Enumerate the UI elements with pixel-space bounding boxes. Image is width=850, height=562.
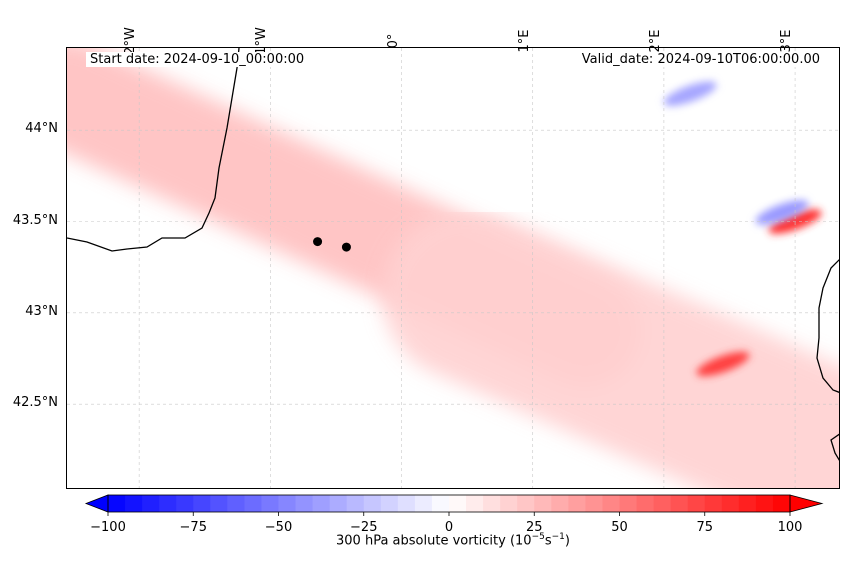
colorbar-segment [619,495,638,512]
colorbar-segment [363,495,382,512]
colorbar-segment [210,495,228,512]
colorbar-segment [738,495,757,512]
start-date-label: Start date: 2024-09-10_00:00:00 [86,52,309,67]
colorbar-segment [159,495,177,512]
colorbar-segment [704,495,723,512]
colorbar-extend-low [84,494,109,513]
coastline-east [816,259,839,461]
colorbar-segment [193,495,211,512]
colorbar-tick-label: 0 [444,520,454,535]
colorbar-segment [483,495,501,512]
colorbar-segment [312,495,331,512]
map-plot-area [66,47,840,489]
colorbar-tick-label: −25 [350,520,378,535]
colorbar-segment [125,495,143,512]
vorticity-maximum [696,351,750,377]
colorbar-segment [278,495,297,512]
colorbar-tick-label: 25 [525,520,543,535]
lon-tick-label: 0° [385,33,401,49]
colorbar-segment [585,495,603,512]
vorticity-map [67,48,839,488]
vorticity-minimum [663,81,717,106]
location-marker [341,242,351,252]
colorbar-segment [602,495,620,512]
lon-tick-label: 3°E [779,29,795,53]
colorbar-tick-label: −75 [179,520,207,535]
lat-tick-label: 44°N [25,121,58,137]
lat-tick-label: 42.5°N [12,395,58,411]
colorbar-segment [551,495,569,512]
colorbar-segment [414,495,433,512]
valid-date-label: Valid_date: 2024-09-10T06:00:00.00 [577,52,824,67]
colorbar-segment [431,495,450,512]
colorbar-segment [772,495,791,512]
colorbar-segment [176,495,194,512]
colorbar-segment [261,495,279,512]
colorbar-tick-label: 100 [777,520,803,535]
colorbar-title: 300 hPa absolute vorticity (10−5s−1) [336,532,570,549]
colorbar-segment [534,495,552,512]
colorbar-segment [380,495,399,512]
colorbar-outline [107,494,791,513]
colorbar-segment [397,495,416,512]
colorbar-segment [227,495,245,512]
colorbar-segment [500,495,518,512]
colorbar-segment [449,495,467,512]
colorbar-tick-label: 50 [611,520,628,535]
lon-tick-label: 2°W [123,27,139,55]
colorbar-segment [653,495,672,512]
coastline-west [67,48,240,252]
lat-tick-label: 43°N [25,303,58,319]
colorbar-segment [755,495,774,512]
colorbar-segment [142,495,160,512]
colorbar-tick-label: 75 [696,520,714,535]
lon-tick-label: 2°E [647,29,663,53]
colorbar-segment [346,495,365,512]
colorbar-segment [295,495,314,512]
colorbar-tick-label: −50 [264,520,293,535]
colorbar-segment [329,495,348,512]
colorbar-segment [466,495,484,512]
colorbar-segment [636,495,655,512]
vorticity-band [382,209,839,488]
lat-tick-label: 43.5°N [12,212,58,228]
colorbar-extend-high [789,494,824,513]
lon-tick-label: 1°W [254,27,270,55]
colorbar-segment [568,495,586,512]
colorbar-segment [670,495,689,512]
colorbar-segment [244,495,262,512]
colorbar-segment [721,495,740,512]
colorbar-segment [108,495,126,512]
colorbar-tick-label: −100 [90,520,126,535]
colorbar-segment [687,495,706,512]
colorbar-segment [517,495,535,512]
location-marker [313,237,323,247]
lon-tick-label: 1°E [516,29,532,53]
